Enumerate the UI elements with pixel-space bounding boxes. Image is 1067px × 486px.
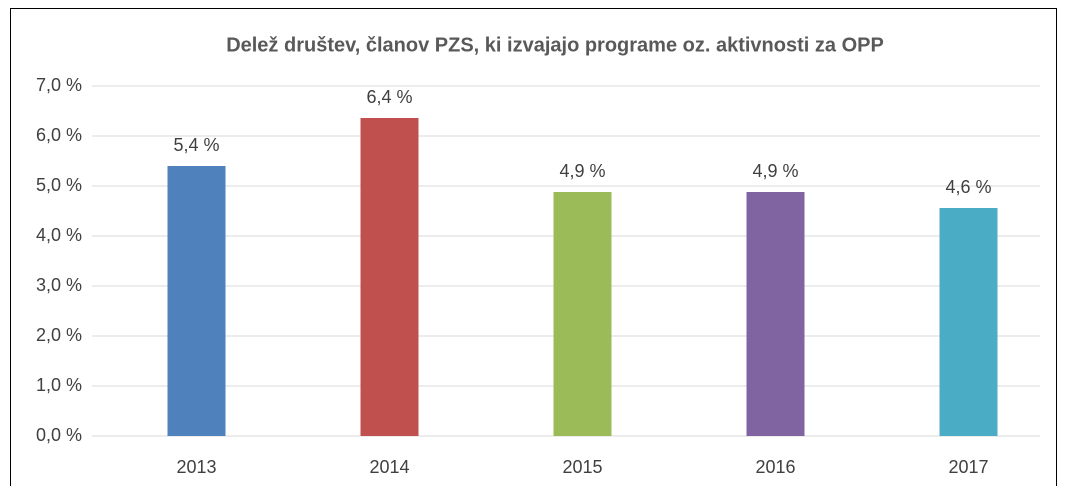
data-label: 4,9 % (752, 161, 798, 181)
data-label: 4,6 % (945, 177, 991, 197)
chart-border (10, 8, 1057, 486)
x-tick-label: 2013 (176, 457, 216, 477)
data-label: 6,4 % (366, 87, 412, 107)
bar (553, 192, 612, 436)
y-tick-label: 1,0 % (36, 375, 82, 395)
bar (360, 118, 419, 436)
bar (167, 166, 226, 436)
x-tick-label: 2015 (562, 457, 602, 477)
bar (746, 192, 805, 436)
y-tick-label: 7,0 % (36, 75, 82, 95)
chart-title: Delež društev, članov PZS, ki izvajajo p… (226, 34, 884, 56)
x-tick-label: 2016 (755, 457, 795, 477)
data-label: 5,4 % (173, 135, 219, 155)
x-tick-label: 2017 (948, 457, 988, 477)
y-tick-label: 2,0 % (36, 325, 82, 345)
y-tick-label: 3,0 % (36, 275, 82, 295)
y-tick-label: 5,0 % (36, 175, 82, 195)
data-label: 4,9 % (559, 161, 605, 181)
y-tick-label: 0,0 % (36, 425, 82, 445)
y-tick-label: 6,0 % (36, 125, 82, 145)
bar (939, 208, 998, 436)
x-tick-label: 2014 (369, 457, 409, 477)
y-tick-label: 4,0 % (36, 225, 82, 245)
